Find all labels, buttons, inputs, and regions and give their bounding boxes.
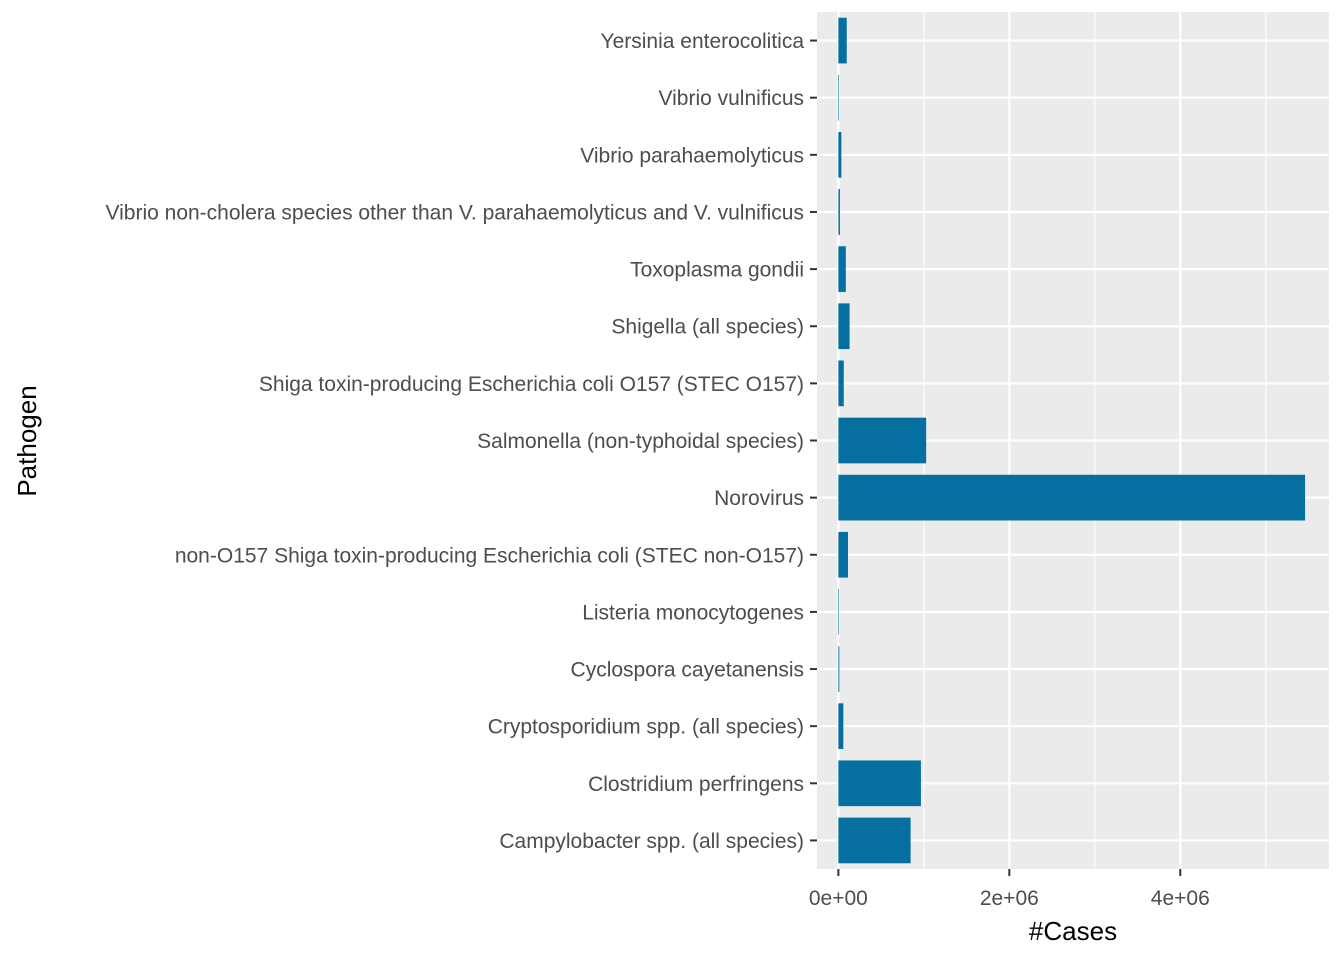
y-tick-label: Salmonella (non-typhoidal species) [477, 430, 804, 453]
bar [838, 74, 839, 121]
y-tick-label: Norovirus [714, 487, 804, 510]
bar [838, 531, 849, 578]
bar [838, 189, 840, 235]
bar [838, 703, 844, 750]
y-tick-label: Clostridium perfringens [588, 773, 804, 796]
bar [838, 817, 911, 864]
bar [838, 303, 850, 350]
y-tick-label: Yersinia enterocolitica [600, 30, 804, 53]
bar [838, 17, 847, 64]
y-tick-label: Vibrio vulnificus [658, 87, 804, 110]
y-tick-label: Cyclospora cayetanensis [571, 659, 804, 682]
y-axis: Yersinia enterocolitica Vibrio vulnificus… [106, 30, 817, 853]
y-tick-label: Vibrio parahaemolyticus [580, 144, 804, 167]
y-tick-label: Shigella (all species) [611, 316, 804, 339]
y-tick-label: Cryptosporidium spp. (all species) [488, 716, 804, 739]
x-axis-title: #Cases [1029, 916, 1117, 946]
y-tick-label: Toxoplasma gondii [630, 259, 804, 282]
x-tick-label: 2e+06 [980, 887, 1039, 910]
y-tick-label: Campylobacter spp. (all species) [499, 830, 804, 853]
y-axis-title: Pathogen [12, 385, 42, 496]
bar [838, 131, 842, 178]
bar [838, 589, 839, 635]
bar [838, 360, 844, 407]
y-tick-label: non-O157 Shiga toxin-producing Escherich… [175, 544, 804, 567]
bar [838, 246, 846, 292]
y-tick-label: Shiga toxin-producing Escherichia coli O… [259, 373, 804, 396]
bar [838, 417, 927, 464]
bar [838, 474, 1306, 521]
bar [838, 760, 921, 807]
x-tick-label: 4e+06 [1151, 887, 1210, 910]
bars [838, 17, 1306, 864]
y-tick-label: Listeria monocytogenes [582, 601, 804, 624]
y-tick-label: Vibrio non-cholera species other than V.… [106, 201, 805, 224]
x-axis: 0e+00 2e+06 4e+06 [809, 869, 1210, 910]
bar [838, 646, 840, 692]
x-tick-label: 0e+00 [809, 887, 868, 910]
